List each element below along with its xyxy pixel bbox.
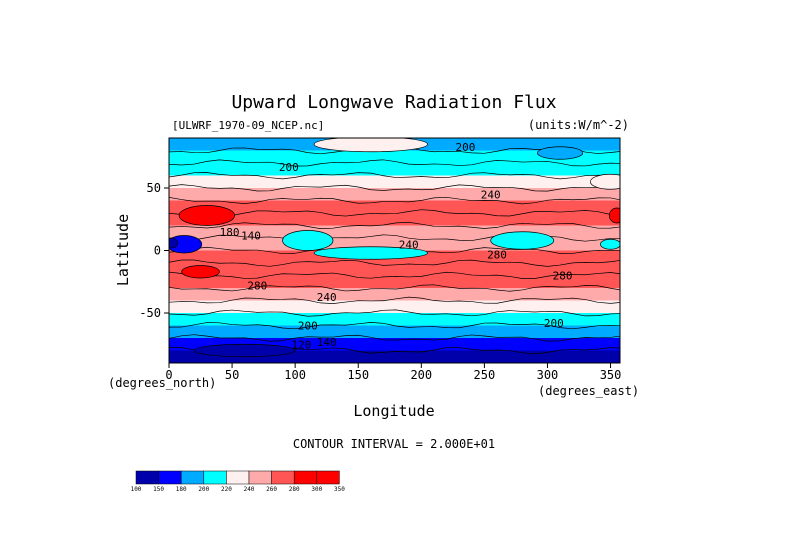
heatmap-field <box>169 138 620 363</box>
x-tick-label: 0 <box>165 368 172 382</box>
colorbar-level-label: 150 <box>153 486 164 493</box>
contour-line <box>169 259 620 267</box>
colorbar-swatch <box>248 470 272 485</box>
y-tick-label: -50 <box>139 306 161 320</box>
flux-anomaly-region <box>490 231 555 250</box>
flux-anomaly-region <box>313 246 428 260</box>
colorbar-level-label: 200 <box>198 486 209 493</box>
contour-label: 240 <box>399 238 419 251</box>
contour-line <box>169 334 620 342</box>
flux-anomaly-region <box>169 237 179 249</box>
x-tick-label: 250 <box>474 368 496 382</box>
contour-label: 140 <box>241 230 261 243</box>
colorbar-swatch <box>226 470 250 485</box>
lat-band <box>169 300 620 314</box>
contour-label: 120 <box>292 338 312 351</box>
contour-label: 240 <box>317 291 337 304</box>
contour-label: 280 <box>553 270 573 283</box>
contour-label: 140 <box>317 336 337 349</box>
contour-label: 180 <box>220 226 240 239</box>
contour-line <box>169 296 620 305</box>
flux-anomaly-region <box>537 146 584 160</box>
colorbar-level-label: 260 <box>266 486 277 493</box>
contour-label: 200 <box>456 141 476 154</box>
flux-anomaly-region <box>590 173 620 190</box>
contour-line <box>169 159 620 167</box>
colorbar-swatch <box>203 470 227 485</box>
contour-line <box>169 309 620 317</box>
y-axis-ticks: 50 0 -50 <box>139 181 169 320</box>
lat-band <box>169 263 620 277</box>
y-tick-label: 0 <box>154 244 161 258</box>
colorbar-swatch <box>180 470 205 485</box>
x-tick-label: 200 <box>410 368 432 382</box>
lat-band <box>169 188 620 202</box>
y-tick-label: 50 <box>147 181 161 195</box>
x-tick-label: 100 <box>284 368 306 382</box>
contour-label: 280 <box>247 280 267 293</box>
contour-line <box>169 284 620 292</box>
lat-band <box>169 275 620 289</box>
flux-anomaly-region <box>193 343 296 358</box>
x-axis-ticks: 0 50 100 150 200 250 300 350 <box>165 363 621 382</box>
x-tick-label: 50 <box>225 368 239 382</box>
flux-anomaly-region <box>178 205 235 226</box>
x-tick-label: 300 <box>537 368 559 382</box>
colorbar-swatch <box>293 470 318 485</box>
y-unit-label: (degrees_north) <box>108 376 216 390</box>
contour-line <box>169 221 620 229</box>
colorbar-swatch <box>316 470 340 485</box>
contour-interval-label: CONTOUR INTERVAL = 2.000E+01 <box>293 437 495 451</box>
colorbar-level-label: 280 <box>289 486 300 493</box>
x-tick-label: 350 <box>600 368 622 382</box>
x-unit-label: (degrees_east) <box>538 384 639 398</box>
contour-label: 280 <box>487 248 507 261</box>
flux-anomaly-region <box>181 265 220 279</box>
colorbar-level-label: 100 <box>131 486 142 493</box>
colorbar-level-label: 240 <box>244 486 255 493</box>
x-tick-label: 150 <box>347 368 369 382</box>
colorbar: 100 150 180 200 220 240 260 280 300 350 <box>131 470 345 493</box>
contour-line <box>169 196 620 205</box>
flux-anomaly-region <box>600 238 620 250</box>
contour-line <box>169 172 620 180</box>
colorbar-level-label: 350 <box>334 486 345 493</box>
lat-band <box>169 150 620 164</box>
y-axis-label: Latitude <box>114 214 132 286</box>
contour-label: 240 <box>481 188 501 201</box>
colorbar-swatch <box>135 470 159 485</box>
lat-band <box>169 313 620 327</box>
flux-anomaly-region <box>282 230 334 251</box>
lat-band <box>169 325 620 339</box>
chart-title: Upward Longwave Radiation Flux <box>231 92 556 113</box>
contour-label: 200 <box>298 320 318 333</box>
lat-band <box>169 200 620 214</box>
flux-anomaly-region <box>608 207 620 224</box>
colorbar-level-label: 220 <box>221 486 232 493</box>
file-name-label: [ULWRF_1970-09_NCEP.nc] <box>172 119 324 132</box>
flux-anomaly-region <box>313 138 428 153</box>
flux-anomaly-region <box>169 235 203 254</box>
units-label: (units:W/m^-2) <box>528 118 629 132</box>
lat-band <box>169 163 620 177</box>
colorbar-level-label: 180 <box>176 486 187 493</box>
colorbar-swatch <box>158 470 182 485</box>
contour-line <box>169 271 620 279</box>
contour-line <box>169 322 620 330</box>
contour-label: 200 <box>544 317 564 330</box>
contour-line <box>169 184 620 192</box>
colorbar-level-label: 300 <box>311 486 322 493</box>
contour-label: 200 <box>279 161 299 174</box>
x-axis-label: Longitude <box>353 402 434 420</box>
colorbar-swatch <box>271 470 295 485</box>
